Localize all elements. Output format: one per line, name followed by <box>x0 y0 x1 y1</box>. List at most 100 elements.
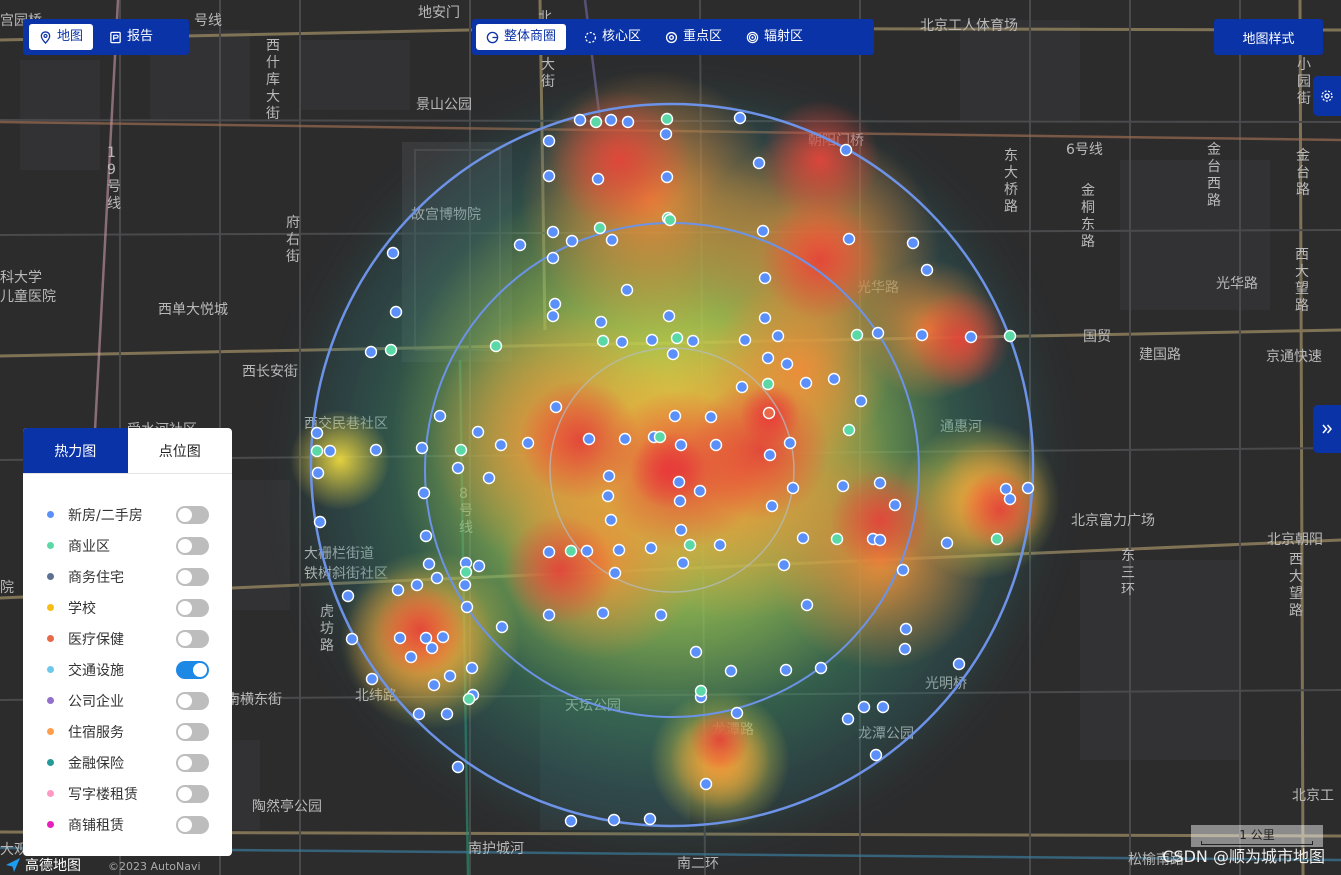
poi-point[interactable] <box>758 271 772 285</box>
poi-point[interactable] <box>842 232 856 246</box>
poi-point[interactable] <box>836 479 850 493</box>
poi-point[interactable] <box>699 777 713 791</box>
poi-point[interactable] <box>580 544 594 558</box>
poi-point[interactable] <box>888 498 902 512</box>
poi-point[interactable] <box>391 583 405 597</box>
poi-point[interactable] <box>465 661 479 675</box>
poi-point[interactable] <box>693 484 707 498</box>
poi-point[interactable] <box>752 156 766 170</box>
poi-point[interactable] <box>389 305 403 319</box>
poi-point[interactable] <box>410 578 424 592</box>
report-button[interactable]: 报告 <box>99 24 163 50</box>
poi-point[interactable] <box>548 297 562 311</box>
poi-point[interactable] <box>643 812 657 826</box>
poi-point[interactable] <box>674 523 688 537</box>
layer-toggle[interactable] <box>176 536 209 555</box>
poi-point[interactable] <box>311 466 325 480</box>
poi-point[interactable] <box>765 499 779 513</box>
poi-point[interactable] <box>733 111 747 125</box>
poi-point[interactable] <box>668 409 682 423</box>
poi-point[interactable] <box>796 531 810 545</box>
poi-point[interactable] <box>756 224 770 238</box>
poi-point[interactable] <box>513 238 527 252</box>
poi-point[interactable] <box>762 406 776 420</box>
poi-point[interactable] <box>645 333 659 347</box>
layer-toggle[interactable] <box>176 567 209 586</box>
poi-point[interactable] <box>644 541 658 555</box>
poi-point[interactable] <box>422 557 436 571</box>
poi-point[interactable] <box>780 357 794 371</box>
poi-point[interactable] <box>899 622 913 636</box>
poi-point[interactable] <box>542 608 556 622</box>
poi-point[interactable] <box>604 513 618 527</box>
poi-point[interactable] <box>842 423 856 437</box>
poi-point[interactable] <box>404 650 418 664</box>
poi-point[interactable] <box>593 221 607 235</box>
poi-point[interactable] <box>771 329 785 343</box>
poi-point[interactable] <box>565 234 579 248</box>
layer-toggle[interactable] <box>176 629 209 648</box>
poi-point[interactable] <box>621 115 635 129</box>
poi-point[interactable] <box>564 814 578 828</box>
poi-point[interactable] <box>436 630 450 644</box>
poi-point[interactable] <box>608 566 622 580</box>
poi-point[interactable] <box>694 684 708 698</box>
poi-point[interactable] <box>686 334 700 348</box>
poi-point[interactable] <box>713 538 727 552</box>
poi-point[interactable] <box>800 598 814 612</box>
poi-point[interactable] <box>482 471 496 485</box>
poi-point[interactable] <box>369 443 383 457</box>
poi-point[interactable] <box>345 632 359 646</box>
layer-toggle[interactable] <box>176 598 209 617</box>
poi-point[interactable] <box>735 380 749 394</box>
poi-point[interactable] <box>830 532 844 546</box>
poi-point[interactable] <box>873 533 887 547</box>
poi-point[interactable] <box>839 143 853 157</box>
poi-point[interactable] <box>472 559 486 573</box>
poi-point[interactable] <box>898 642 912 656</box>
poi-point[interactable] <box>458 578 472 592</box>
tab-point-map[interactable]: 点位图 <box>158 443 201 460</box>
poi-point[interactable] <box>896 563 910 577</box>
poi-point[interactable] <box>871 326 885 340</box>
poi-point[interactable] <box>495 620 509 634</box>
poi-point[interactable] <box>602 469 616 483</box>
poi-point[interactable] <box>462 692 476 706</box>
poi-point[interactable] <box>415 441 429 455</box>
poi-point[interactable] <box>666 347 680 361</box>
poi-point[interactable] <box>471 425 485 439</box>
poi-point[interactable] <box>521 436 535 450</box>
poi-point[interactable] <box>676 556 690 570</box>
poi-point[interactable] <box>591 172 605 186</box>
poi-point[interactable] <box>850 328 864 342</box>
poi-point[interactable] <box>605 233 619 247</box>
poi-point[interactable] <box>365 672 379 686</box>
map-settings-tab[interactable] <box>1313 76 1341 116</box>
poi-point[interactable] <box>310 444 324 458</box>
tab-heatmap[interactable]: 热力图 <box>23 428 128 473</box>
layer-toggle[interactable] <box>176 660 209 679</box>
poi-point[interactable] <box>783 436 797 450</box>
poi-point[interactable] <box>761 377 775 391</box>
poi-point[interactable] <box>549 400 563 414</box>
poi-point[interactable] <box>384 343 398 357</box>
poi-point[interactable] <box>546 251 560 265</box>
poi-point[interactable] <box>451 461 465 475</box>
poi-point[interactable] <box>564 544 578 558</box>
poi-point[interactable] <box>799 376 813 390</box>
poi-point[interactable] <box>459 565 473 579</box>
poi-point[interactable] <box>412 707 426 721</box>
poi-point[interactable] <box>779 663 793 677</box>
poi-point[interactable] <box>615 335 629 349</box>
poi-point[interactable] <box>940 536 954 550</box>
poi-point[interactable] <box>596 334 610 348</box>
layer-toggle[interactable] <box>176 722 209 741</box>
poi-point[interactable] <box>451 760 465 774</box>
poi-point[interactable] <box>589 115 603 129</box>
poi-point[interactable] <box>952 657 966 671</box>
poi-point[interactable] <box>660 170 674 184</box>
poi-point[interactable] <box>1003 329 1017 343</box>
focus-area-button[interactable]: 重点区 <box>655 24 732 50</box>
poi-point[interactable] <box>1003 492 1017 506</box>
poi-point[interactable] <box>425 641 439 655</box>
